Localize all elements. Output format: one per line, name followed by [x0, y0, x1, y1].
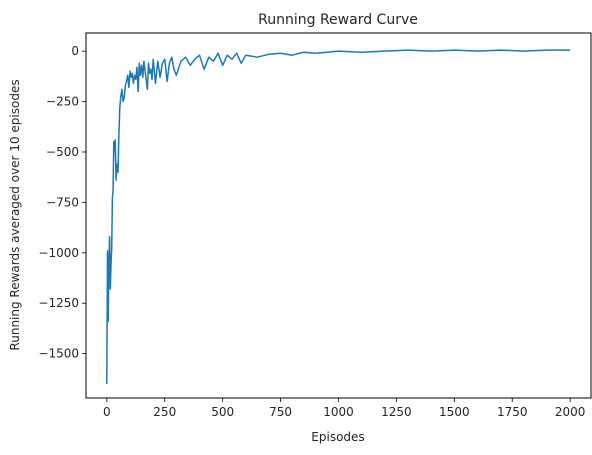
reward-series-line: [106, 49, 571, 384]
y-tick-label: −1250: [38, 296, 79, 310]
chart-title: Running Reward Curve: [258, 12, 418, 28]
y-tick-label: 0: [71, 44, 79, 58]
x-tick-label: 1500: [439, 405, 470, 419]
x-tick-label: 1250: [381, 405, 412, 419]
y-tick-label: −500: [46, 145, 79, 159]
plot-frame: [85, 32, 592, 399]
y-axis: 0 −250 −500 −750 −1000 −1250 −1500: [38, 44, 86, 361]
x-tick-label: 750: [269, 405, 292, 419]
y-tick-label: −1000: [38, 246, 79, 260]
x-axis-title: Episodes: [311, 430, 364, 444]
x-tick-label: 1750: [497, 405, 528, 419]
y-tick-label: −250: [46, 95, 79, 109]
y-tick-label: −1500: [38, 347, 79, 361]
x-axis: 0 250 500 750 1000 1250 1500 1750 2000: [103, 398, 585, 419]
x-tick-label: 1000: [323, 405, 354, 419]
x-tick-label: 250: [153, 405, 176, 419]
y-axis-title: Running Rewards averaged over 10 episode…: [8, 79, 22, 350]
x-tick-label: 2000: [555, 405, 586, 419]
x-tick-label: 500: [211, 405, 234, 419]
plot-area: [106, 49, 571, 384]
x-tick-label: 0: [103, 405, 111, 419]
y-tick-label: −750: [46, 195, 79, 209]
